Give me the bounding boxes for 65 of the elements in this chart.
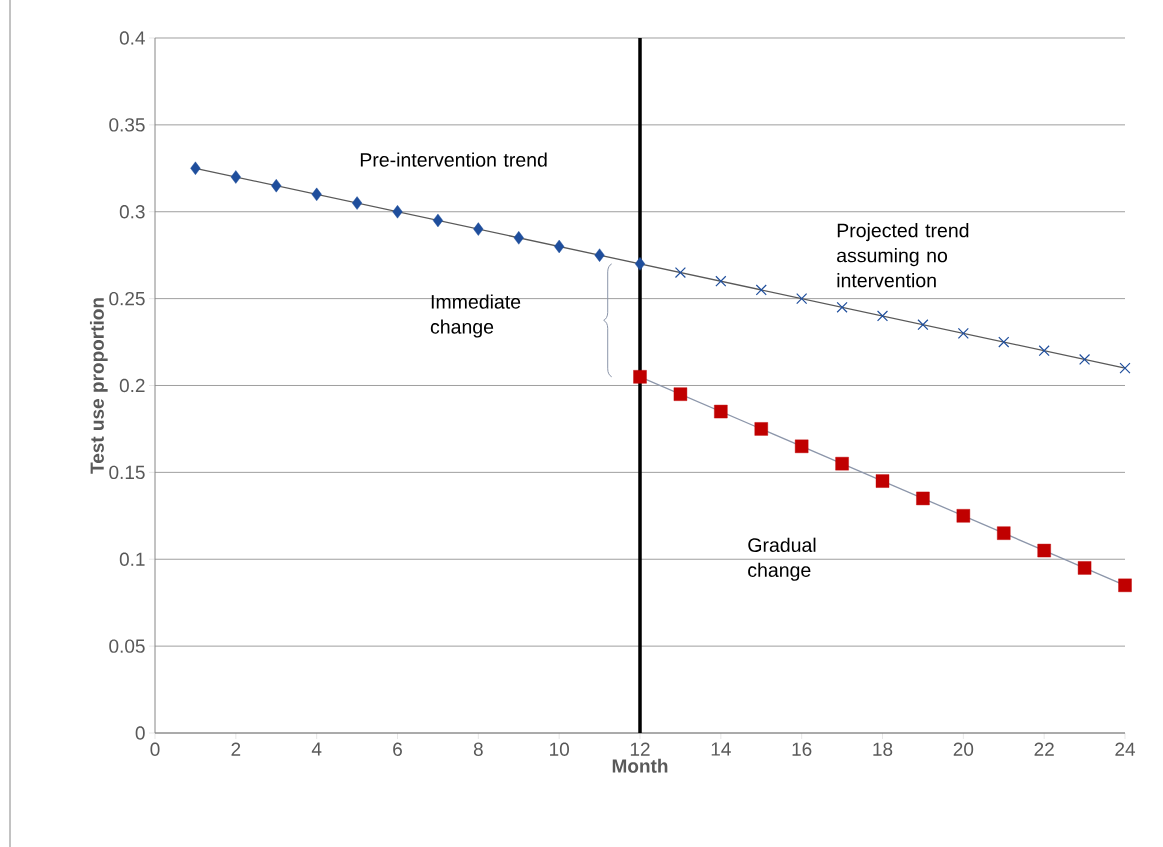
- y-tick-label: 0.4: [119, 31, 145, 45]
- point: [1079, 353, 1091, 365]
- point: [836, 301, 848, 313]
- x-tick-label: 10: [550, 742, 569, 756]
- point: [1119, 362, 1131, 374]
- point: [190, 161, 201, 176]
- x-tick-label: 8: [473, 742, 483, 756]
- point: [1118, 578, 1132, 593]
- annotation: Projected trend assuming no intervention: [837, 223, 969, 288]
- x-tick-label: 2: [231, 742, 241, 756]
- point: [432, 213, 443, 228]
- point: [714, 404, 728, 419]
- y-tick-label: 0.35: [109, 118, 145, 132]
- point: [230, 170, 241, 184]
- point: [392, 205, 403, 219]
- point: [1038, 345, 1050, 357]
- x-tick-label: 24: [1115, 742, 1136, 756]
- point: [473, 222, 484, 236]
- y-axis-title: Test use proportion: [89, 298, 108, 474]
- point: [917, 319, 929, 331]
- y-tick-label: 0.2: [119, 378, 145, 393]
- y-tick-label: 0.1: [119, 552, 145, 566]
- x-tick-label: 22: [1034, 742, 1054, 756]
- point: [875, 474, 890, 488]
- y-tick-label: 0.25: [109, 291, 145, 306]
- point: [311, 187, 322, 202]
- point: [794, 439, 809, 454]
- x-tick-label: 6: [393, 742, 402, 756]
- point: [997, 526, 1011, 540]
- point: [673, 387, 688, 401]
- point: [998, 336, 1010, 348]
- x-axis-title: Month: [612, 758, 668, 773]
- point: [633, 370, 647, 384]
- x-tick-label: 20: [953, 742, 974, 756]
- point: [1077, 561, 1092, 575]
- point: [755, 284, 767, 296]
- annotation: Pre-intervention trend: [360, 152, 547, 167]
- point: [1037, 543, 1051, 558]
- point: [876, 310, 889, 322]
- x-tick-label: 14: [711, 742, 731, 756]
- annotation: Immediate change: [430, 294, 521, 338]
- x-tick-label: 16: [792, 742, 812, 756]
- y-tick-label: 0.3: [119, 205, 145, 219]
- y-tick-label: 0.15: [109, 465, 145, 480]
- point: [835, 456, 849, 471]
- point: [956, 509, 971, 523]
- point: [796, 293, 808, 305]
- point: [513, 231, 524, 245]
- x-tick-label: 0: [150, 742, 160, 756]
- x-tick-label: 18: [873, 742, 893, 756]
- annotation: Gradual change: [748, 537, 816, 581]
- x-tick-label: 4: [311, 742, 322, 756]
- point: [957, 327, 969, 339]
- point: [634, 257, 646, 271]
- point: [594, 248, 605, 262]
- point: [271, 178, 282, 193]
- x-tick-label: 12: [630, 742, 650, 756]
- y-tick-label: 0.05: [109, 639, 145, 653]
- point: [754, 422, 768, 436]
- point: [916, 491, 930, 506]
- point: [352, 196, 363, 210]
- point: [715, 275, 727, 287]
- point: [674, 267, 686, 279]
- y-tick-label: 0: [135, 726, 145, 740]
- point: [554, 239, 565, 254]
